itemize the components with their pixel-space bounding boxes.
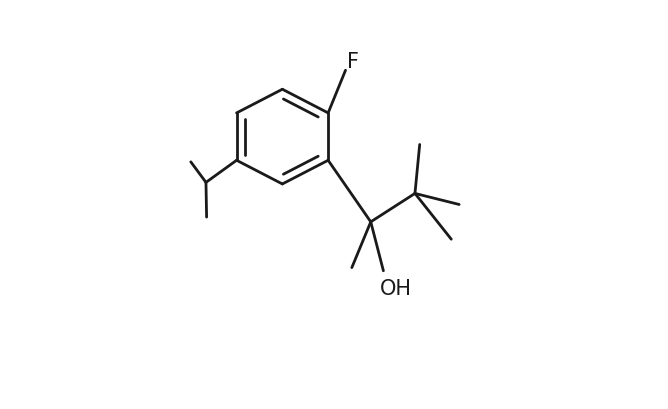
Text: OH: OH bbox=[379, 279, 411, 299]
Text: F: F bbox=[347, 52, 359, 72]
